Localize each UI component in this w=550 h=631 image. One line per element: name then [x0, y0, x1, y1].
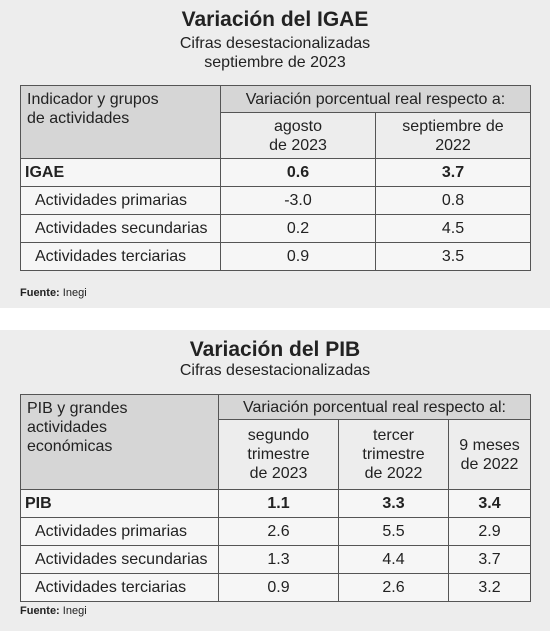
row-label: Actividades primarias [20, 517, 219, 546]
subtitle: Cifras desestacionalizadas [179, 362, 371, 379]
table-row: Actividades terciarias 0.9 2.6 3.2 [20, 573, 532, 602]
cell: -3.0 [220, 186, 376, 215]
table-row: IGAE 0.6 3.7 [20, 158, 531, 187]
subtitle: Cifras desestacionalizadas [179, 35, 371, 52]
source-name: Inegi [62, 287, 87, 299]
header-cell: PIB y grandes actividades económicas [20, 394, 219, 490]
table-row: Actividades secundarias 0.2 4.5 [20, 214, 531, 243]
cell: 0.8 [375, 186, 531, 215]
cell: 3.5 [375, 242, 531, 271]
pib-table: PIB y grandes actividades económicas Vari… [20, 394, 532, 602]
table-row: Actividades terciarias 0.9 3.5 [20, 242, 531, 271]
column-header: 9 meses de 2022 [447, 419, 532, 490]
source-label: Fuente: [20, 287, 60, 299]
cell: 4.5 [375, 214, 531, 243]
row-label: Actividades terciarias [20, 573, 219, 602]
cell: 0.9 [218, 573, 339, 602]
cell: 0.6 [220, 158, 376, 187]
title: Variación del PIB [189, 338, 361, 361]
header-cell: Variación porcentual real respecto a: [220, 85, 531, 113]
cell: 3.7 [375, 158, 531, 187]
header-row: PIB y grandes actividades económicas Vari… [20, 394, 532, 490]
cell: 3.3 [338, 489, 449, 518]
row-label: PIB [20, 489, 219, 518]
header-row: Indicador y grupos de actividades Variaci… [20, 85, 531, 159]
cell: 3.4 [447, 489, 532, 518]
cell: 2.9 [447, 517, 532, 546]
cell: 2.6 [218, 517, 339, 546]
cell: 4.4 [338, 545, 449, 574]
row-label: Actividades secundarias [20, 545, 219, 574]
source-label: Fuente: [20, 605, 60, 617]
row-label: Actividades terciarias [20, 242, 221, 271]
source: Fuente: Inegi [20, 605, 87, 617]
header-row: segundo trimestre de 2023 tercer trimestr… [21, 419, 532, 490]
table-row: Actividades secundarias 1.3 4.4 3.7 [20, 545, 532, 574]
column-header: agosto de 2023 [220, 112, 376, 159]
column-header: segundo trimestre de 2023 [218, 419, 339, 490]
source-name: Inegi [62, 605, 87, 617]
header-row: agosto de 2023 septiembre de 2022 [21, 112, 531, 159]
table-row: Actividades primarias 2.6 5.5 2.9 [20, 517, 532, 546]
source: Fuente: Inegi [20, 287, 87, 299]
cell: 0.2 [220, 214, 376, 243]
header-cell: Indicador y grupos de actividades [20, 85, 221, 159]
cell: 2.6 [338, 573, 449, 602]
title: Variación del IGAE [181, 8, 369, 31]
cell: 0.9 [220, 242, 376, 271]
igae-table: Indicador y grupos de actividades Variaci… [20, 85, 531, 271]
table-row: Actividades primarias -3.0 0.8 [20, 186, 531, 215]
column-header: septiembre de 2022 [375, 112, 531, 159]
cell: 3.2 [447, 573, 532, 602]
cell: 5.5 [338, 517, 449, 546]
pib-panel: Variación del PIB Cifras desestacionaliz… [0, 330, 550, 631]
row-label: IGAE [20, 158, 221, 187]
row-label: Actividades secundarias [20, 214, 221, 243]
row-label: Actividades primarias [20, 186, 221, 215]
table-row: PIB 1.1 3.3 3.4 [20, 489, 532, 518]
igae-panel: Variación del IGAE Cifras desestacionali… [0, 0, 550, 308]
cell: 1.1 [218, 489, 339, 518]
cell: 3.7 [447, 545, 532, 574]
column-header: tercer trimestre de 2022 [338, 419, 449, 490]
cell: 1.3 [218, 545, 339, 574]
period: septiembre de 2023 [204, 54, 346, 71]
header-cell: Variación porcentual real respecto al: [217, 394, 532, 420]
